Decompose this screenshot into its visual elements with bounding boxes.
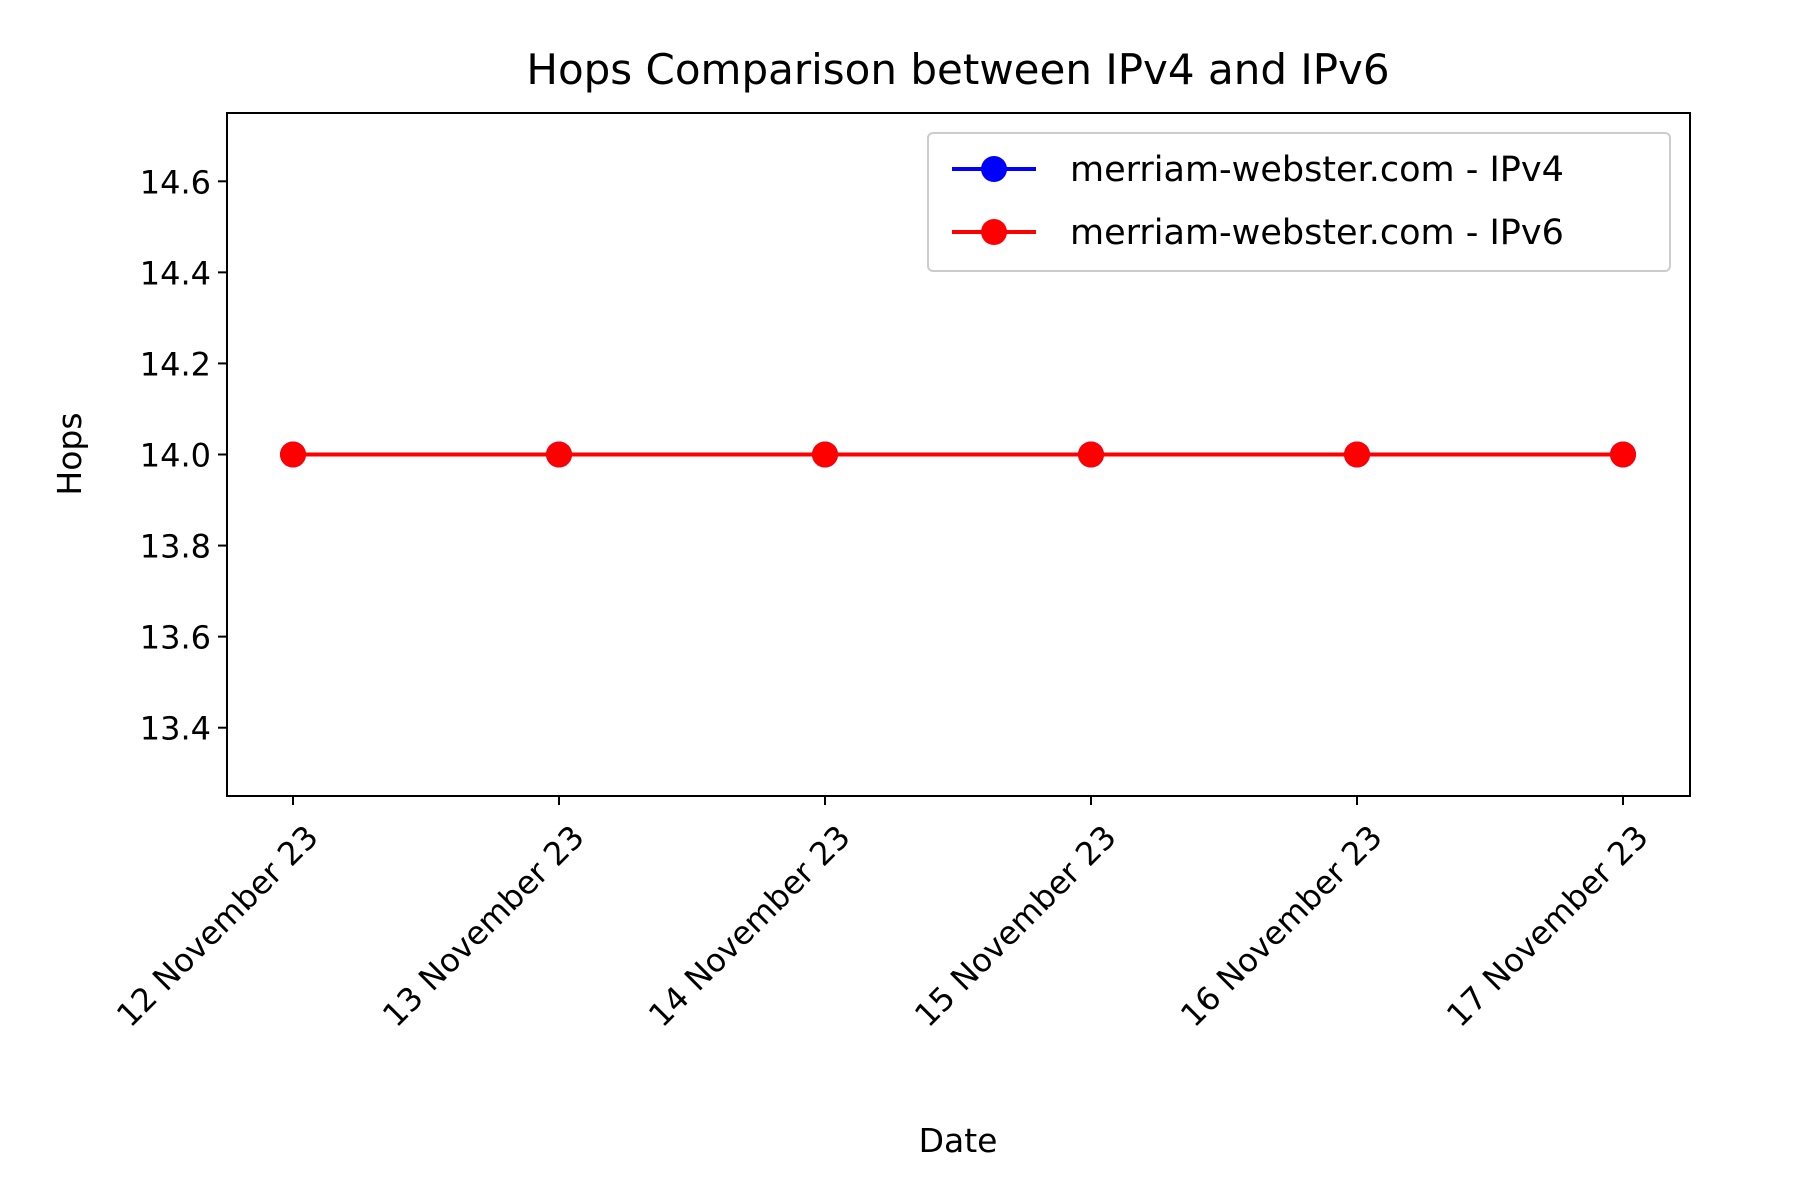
x-tick-label: 12 November 23: [109, 818, 326, 1035]
legend: merriam-webster.com - IPv4 merriam-webste…: [927, 132, 1671, 272]
y-tick-label: 13.8: [140, 528, 211, 566]
series-2-point: [546, 441, 572, 468]
y-tick-label: 14.4: [140, 254, 211, 292]
series-2-point: [1078, 441, 1104, 468]
x-tick-label: 15 November 23: [907, 818, 1124, 1035]
chart-title: Hops Comparison between IPv4 and IPv6: [526, 45, 1389, 94]
x-axis-label: Date: [919, 1121, 998, 1160]
x-axis-ticks: 12 November 23 13 November 23 14 November …: [109, 796, 1656, 1034]
y-axis-label: Hops: [50, 412, 89, 495]
legend-box: [927, 132, 1671, 272]
series-2-point: [1344, 441, 1370, 468]
x-tick-label: 14 November 23: [641, 818, 858, 1035]
y-tick-label: 14.6: [140, 163, 211, 201]
y-tick-label: 13.6: [140, 619, 211, 657]
legend-marker-2: [981, 219, 1007, 245]
series-2-point: [280, 441, 306, 468]
y-tick-label: 14.2: [140, 345, 211, 383]
y-tick-label: 14.0: [140, 437, 211, 475]
series-layer: [280, 441, 1636, 468]
x-tick-label: 16 November 23: [1173, 818, 1390, 1035]
x-tick-label: 17 November 23: [1439, 818, 1656, 1035]
legend-items: merriam-webster.com - IPv4 merriam-webste…: [952, 150, 1564, 253]
y-axis-ticks: 13.4 13.6 13.8 14.0 14.2 14.4 14.6: [140, 163, 227, 748]
series-2-point: [812, 441, 838, 468]
y-tick-label: 13.4: [140, 710, 211, 748]
legend-label-1: merriam-webster.com - IPv4: [1070, 150, 1564, 190]
series-2-point: [1610, 441, 1636, 468]
legend-label-2: merriam-webster.com - IPv6: [1070, 213, 1564, 253]
x-tick-label: 13 November 23: [375, 818, 592, 1035]
legend-marker-1: [981, 156, 1007, 182]
